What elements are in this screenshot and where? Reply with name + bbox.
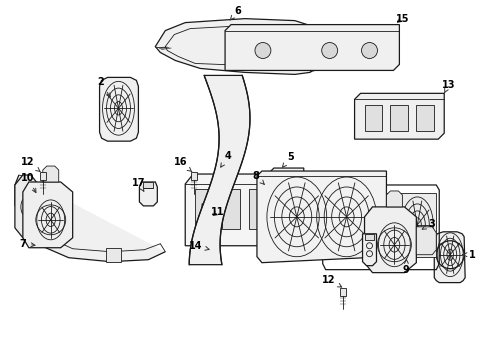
- Polygon shape: [155, 19, 331, 75]
- Bar: [222, 189, 240, 229]
- Polygon shape: [23, 182, 73, 248]
- Polygon shape: [15, 175, 39, 238]
- Text: 6: 6: [229, 6, 241, 20]
- Circle shape: [321, 42, 337, 58]
- Bar: [364, 105, 382, 131]
- Text: 5: 5: [282, 152, 294, 167]
- Polygon shape: [363, 193, 401, 257]
- Bar: [143, 182, 153, 188]
- Text: 16: 16: [173, 157, 191, 172]
- Text: 2: 2: [97, 77, 110, 97]
- Polygon shape: [325, 193, 363, 257]
- Text: 1: 1: [462, 250, 474, 260]
- Polygon shape: [15, 175, 165, 262]
- Circle shape: [361, 42, 377, 58]
- Text: 8: 8: [252, 171, 264, 184]
- Polygon shape: [100, 77, 138, 141]
- Bar: [317, 41, 331, 67]
- Polygon shape: [256, 171, 386, 263]
- Polygon shape: [386, 191, 402, 207]
- Text: 7: 7: [20, 239, 35, 249]
- Text: 14: 14: [189, 241, 209, 251]
- Text: 4: 4: [220, 151, 231, 167]
- Circle shape: [254, 42, 270, 58]
- Polygon shape: [265, 168, 303, 228]
- Polygon shape: [42, 166, 59, 182]
- Text: 10: 10: [21, 173, 36, 193]
- Text: 11: 11: [211, 207, 224, 217]
- Polygon shape: [185, 174, 274, 246]
- Polygon shape: [139, 182, 157, 206]
- Bar: [203, 204, 214, 210]
- Bar: [248, 189, 266, 229]
- Bar: [271, 182, 297, 220]
- Text: 3: 3: [421, 219, 434, 229]
- Polygon shape: [202, 204, 216, 236]
- Text: 17: 17: [131, 178, 145, 191]
- Polygon shape: [398, 193, 435, 257]
- Polygon shape: [40, 172, 46, 180]
- Polygon shape: [362, 234, 376, 266]
- Text: 15: 15: [395, 14, 408, 24]
- Polygon shape: [224, 24, 399, 71]
- Polygon shape: [415, 227, 435, 255]
- Polygon shape: [339, 288, 345, 296]
- Bar: [389, 105, 407, 131]
- Text: 13: 13: [441, 80, 454, 93]
- Text: 9: 9: [402, 259, 409, 275]
- Text: 12: 12: [321, 275, 341, 287]
- Polygon shape: [354, 93, 443, 139]
- Bar: [195, 189, 213, 229]
- Polygon shape: [191, 172, 197, 180]
- Polygon shape: [189, 75, 249, 265]
- Text: 12: 12: [21, 157, 40, 171]
- Bar: [415, 105, 433, 131]
- Polygon shape: [364, 207, 415, 273]
- Bar: [364, 234, 374, 240]
- Bar: [105, 248, 121, 262]
- Polygon shape: [433, 232, 464, 283]
